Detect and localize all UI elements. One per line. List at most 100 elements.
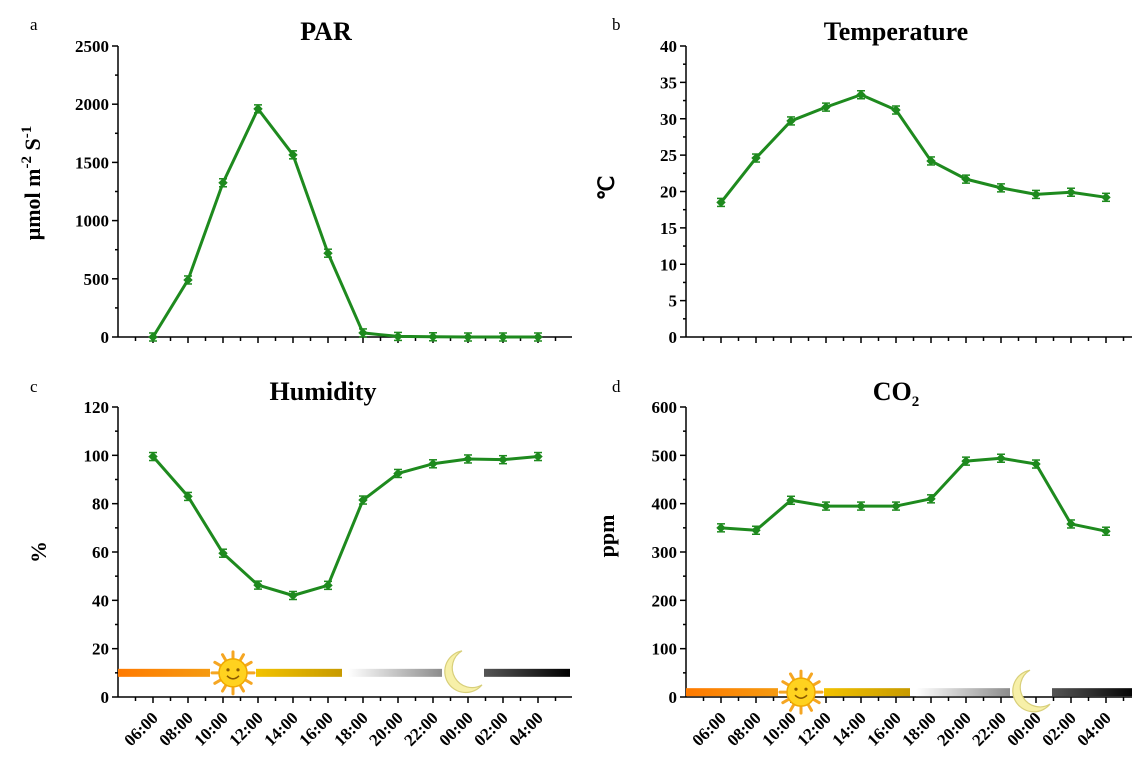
point-marker <box>323 248 333 258</box>
point-marker <box>926 156 936 166</box>
data-point <box>961 456 971 466</box>
y-tick-label: 30 <box>660 110 677 129</box>
point-marker <box>891 501 901 511</box>
y-tick-label: 1000 <box>75 212 109 231</box>
data-point <box>821 102 831 112</box>
point-marker <box>891 105 901 115</box>
data-point <box>716 523 726 533</box>
panel-letter: b <box>612 15 621 34</box>
data-point <box>996 183 1006 193</box>
chart-title: Temperature <box>824 17 968 46</box>
series-line <box>151 107 538 339</box>
y-tick-label: 0 <box>669 328 678 347</box>
series-line <box>720 456 1107 533</box>
point-marker <box>393 331 403 342</box>
day-bar <box>824 688 910 697</box>
point-marker <box>1031 189 1041 200</box>
chart-panel-b: b Temperature ℃ 0 5 10 15 20 25 30 35 40 <box>594 15 1132 347</box>
point-marker <box>498 332 508 342</box>
data-point <box>926 494 936 504</box>
point-marker <box>358 328 368 338</box>
x-tick-label: 22:00 <box>400 708 441 749</box>
x-tick-label: 10:00 <box>758 708 799 749</box>
point-marker <box>218 548 228 558</box>
data-point <box>288 150 298 160</box>
data-point <box>393 331 403 342</box>
sun-icon <box>210 650 256 696</box>
point-marker <box>463 454 473 464</box>
point-marker <box>856 90 866 100</box>
point-marker <box>183 275 193 285</box>
y-tick-label: 0 <box>101 328 110 347</box>
dusk-bar <box>916 688 1010 697</box>
data-point <box>891 105 901 115</box>
point-marker <box>751 525 761 535</box>
data-point <box>183 275 193 285</box>
y-tick-label: 10 <box>660 255 677 274</box>
point-marker <box>961 456 971 466</box>
sun-ray <box>213 660 222 667</box>
data-point <box>323 580 333 591</box>
x-tick-label: 00:00 <box>435 708 476 749</box>
x-tick-label: 14:00 <box>260 708 301 749</box>
point-marker <box>218 178 228 188</box>
y-tick-label: 2000 <box>75 95 109 114</box>
sun-face <box>218 658 248 688</box>
data-point <box>856 501 866 511</box>
data-point <box>323 248 333 258</box>
x-tick-label: 08:00 <box>723 708 764 749</box>
data-point <box>996 453 1006 463</box>
x-tick-label: 04:00 <box>505 708 546 749</box>
y-tick-label: 40 <box>660 37 677 56</box>
y-tick-label: 35 <box>660 73 677 92</box>
point-marker <box>533 332 543 342</box>
y-tick-label: 200 <box>652 591 678 610</box>
point-marker <box>821 501 831 511</box>
point-marker <box>288 150 298 160</box>
sun-ray <box>244 678 253 685</box>
dawn-bar <box>686 688 778 697</box>
series-line <box>151 455 539 597</box>
data-point <box>183 491 193 502</box>
data-point <box>1101 192 1111 203</box>
point-marker <box>821 102 831 112</box>
sun-face <box>786 677 816 707</box>
chart-title-subscript: 2 <box>912 394 920 410</box>
sun-eye <box>236 668 240 672</box>
data-point <box>218 178 228 188</box>
data-point <box>856 89 866 100</box>
data-point <box>428 459 438 469</box>
y-tick-label: 80 <box>92 495 109 514</box>
sun-ray <box>239 653 245 662</box>
point-marker <box>751 153 761 163</box>
y-tick-label: 100 <box>652 640 678 659</box>
point-marker <box>1031 459 1041 469</box>
x-tick-label: 06:00 <box>688 708 729 749</box>
sun-ray <box>812 680 821 687</box>
y-tick-label: 20 <box>660 183 677 202</box>
point-marker <box>533 451 543 462</box>
y-tick-label: 500 <box>652 446 678 465</box>
y-tick-label: 400 <box>652 495 678 514</box>
data-point <box>716 197 726 208</box>
moon-icon <box>1012 669 1051 713</box>
point-marker <box>148 332 158 342</box>
point-marker <box>1101 192 1111 203</box>
chart-title-main: CO <box>873 377 912 406</box>
y-tick-label: 120 <box>84 398 110 417</box>
sun-eye <box>226 668 230 672</box>
point-marker <box>428 332 438 342</box>
sun-ray <box>789 672 795 681</box>
sun-ray <box>781 698 790 705</box>
moon-icon <box>444 650 483 694</box>
sun-eye <box>794 687 798 691</box>
night-bar <box>1052 688 1132 697</box>
point-marker <box>428 459 438 469</box>
point-marker <box>183 491 193 502</box>
x-tick-label: 16:00 <box>295 708 336 749</box>
x-tick-label: 18:00 <box>898 708 939 749</box>
panel-letter: d <box>612 377 621 396</box>
day-bar <box>256 668 342 677</box>
y-tick-label: 40 <box>92 591 109 610</box>
